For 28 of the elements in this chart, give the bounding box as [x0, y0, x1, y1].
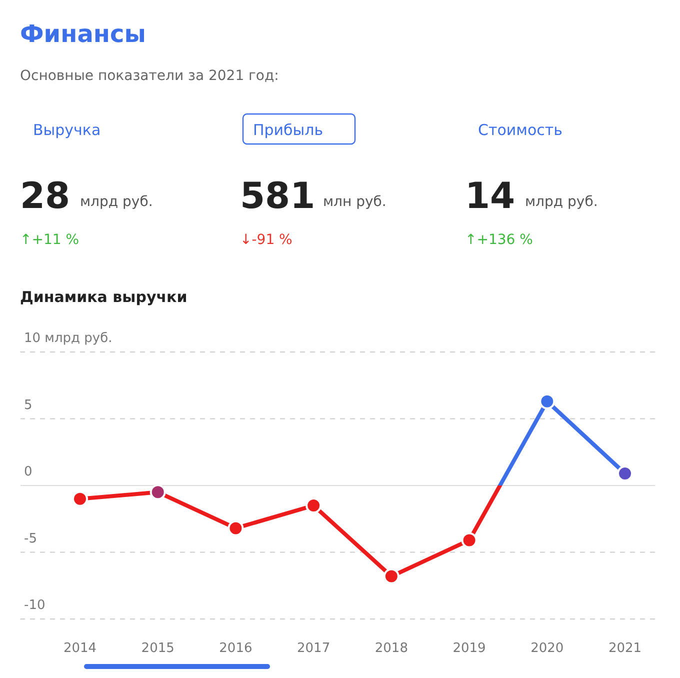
text: млн руб. — [323, 194, 386, 210]
text: Выручка — [33, 121, 101, 139]
text: ↑+136 % — [465, 232, 533, 248]
chart-title: Динамика выручки — [20, 288, 188, 306]
y-tick-label: 0 — [24, 464, 32, 480]
text: Прибыль — [253, 121, 324, 139]
x-tick-label: 2016 — [219, 641, 252, 656]
y-tick-label: -5 — [24, 531, 37, 546]
x-tick-label: 2017 — [297, 641, 330, 656]
text: Основные показатели за 2021 год: — [20, 68, 279, 84]
text: ↓-91 % — [240, 232, 292, 248]
x-tick-label: 2019 — [452, 641, 486, 656]
text: 14 — [465, 176, 516, 217]
text: 28 — [20, 176, 70, 217]
text: Финансы — [20, 20, 146, 48]
x-tick-label: 2018 — [374, 641, 408, 656]
text: млрд руб. — [80, 194, 153, 210]
text: 581 — [240, 176, 316, 217]
x-tick-label: 2015 — [141, 641, 174, 656]
text: ↑+11 % — [20, 232, 80, 248]
y-tick-label: 10 млрд руб. — [24, 331, 112, 346]
x-tick-label: 2020 — [530, 641, 564, 656]
text: млрд руб. — [525, 194, 598, 210]
text: Стоимость — [478, 121, 562, 139]
x-tick-label: 2014 — [63, 641, 97, 656]
x-tick-label: 2021 — [608, 641, 642, 656]
y-tick-label: -10 — [24, 598, 46, 613]
y-tick-label: 5 — [24, 398, 32, 413]
